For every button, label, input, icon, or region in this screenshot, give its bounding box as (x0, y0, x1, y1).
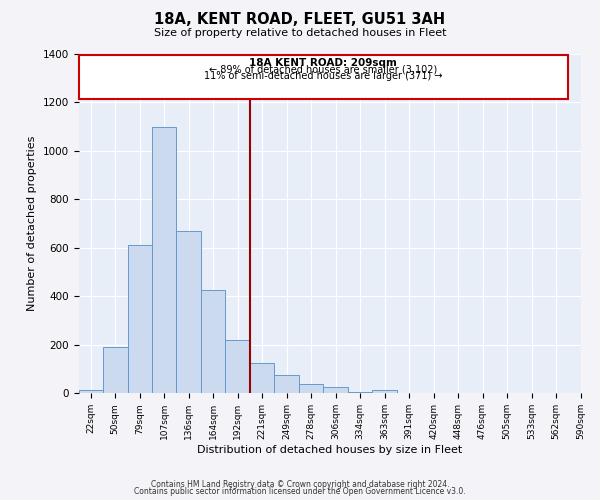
Text: Size of property relative to detached houses in Fleet: Size of property relative to detached ho… (154, 28, 446, 38)
Bar (274, 375, 299, 394)
Text: 11% of semi-detached houses are larger (371) →: 11% of semi-detached houses are larger (… (204, 71, 443, 81)
Bar (226, 340, 250, 394)
X-axis label: Distribution of detached houses by size in Fleet: Distribution of detached houses by size … (197, 445, 462, 455)
Text: ← 89% of detached houses are smaller (3,102): ← 89% of detached houses are smaller (3,… (209, 65, 437, 75)
Text: 18A, KENT ROAD, FLEET, GU51 3AH: 18A, KENT ROAD, FLEET, GU51 3AH (154, 12, 446, 28)
Bar (103, 348, 128, 394)
Y-axis label: Number of detached properties: Number of detached properties (27, 136, 37, 312)
Bar (128, 246, 152, 394)
Text: 18A KENT ROAD: 209sqm: 18A KENT ROAD: 209sqm (250, 58, 397, 68)
Bar (79, 390, 103, 394)
Text: Contains HM Land Registry data © Crown copyright and database right 2024.: Contains HM Land Registry data © Crown c… (151, 480, 449, 489)
Bar (250, 363, 274, 394)
Bar (397, 392, 421, 394)
Bar (323, 388, 348, 394)
Text: Contains public sector information licensed under the Open Government Licence v3: Contains public sector information licen… (134, 487, 466, 496)
FancyBboxPatch shape (79, 55, 568, 99)
Bar (201, 290, 226, 394)
Bar (373, 390, 397, 394)
Bar (176, 231, 201, 394)
Bar (348, 392, 373, 394)
Bar (299, 384, 323, 394)
Bar (152, 126, 176, 394)
